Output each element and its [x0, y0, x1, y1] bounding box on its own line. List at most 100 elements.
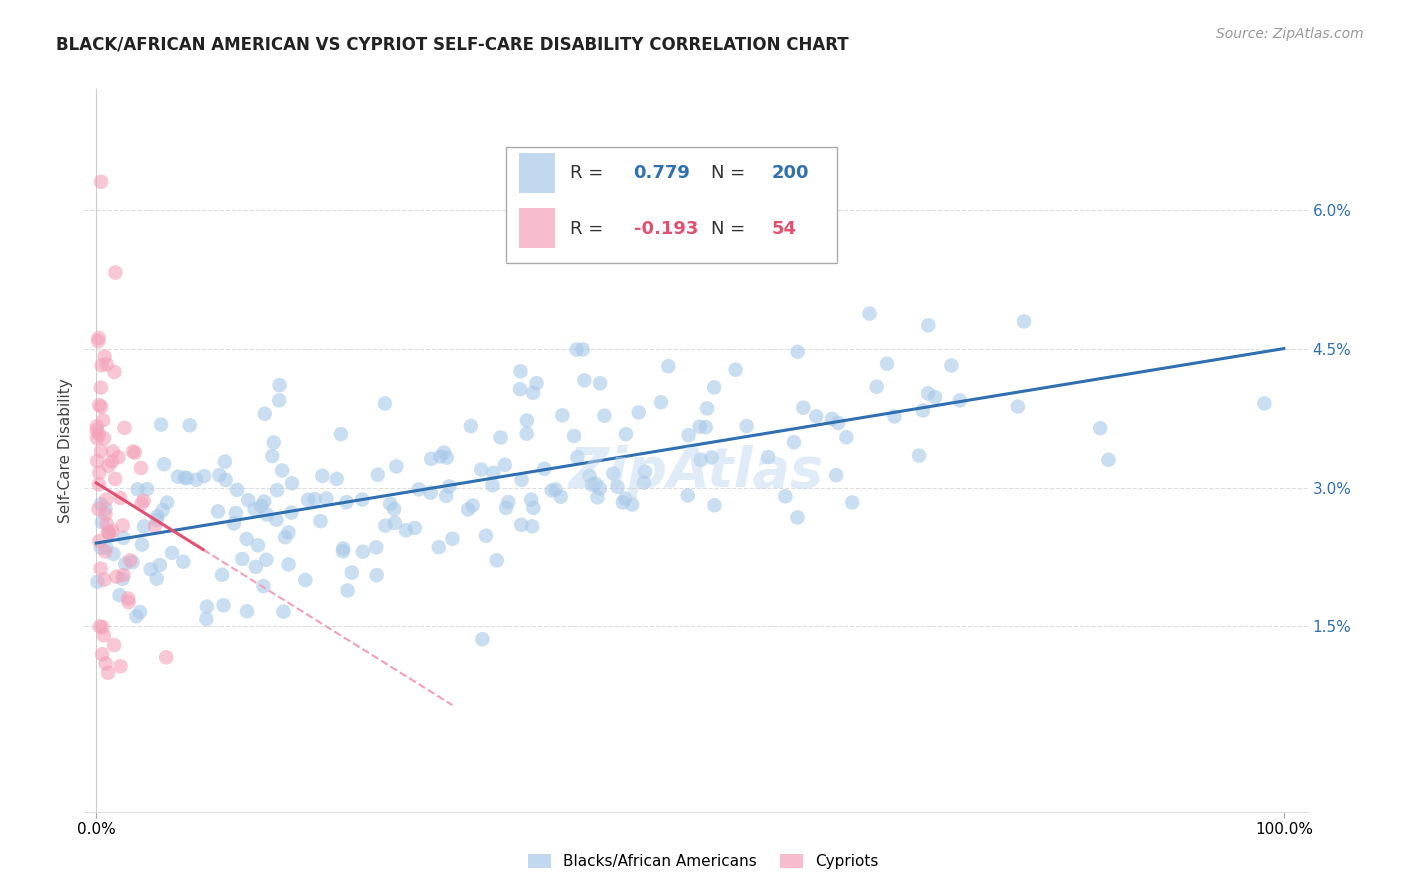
Point: [384, 516, 406, 530]
Point: [236, 604, 259, 618]
Point: [153, 457, 176, 471]
Point: [876, 357, 898, 371]
Point: [114, 557, 136, 571]
Point: [441, 532, 464, 546]
Point: [1007, 400, 1029, 414]
Point: [593, 409, 616, 423]
Point: [94, 492, 117, 507]
Point: [252, 579, 274, 593]
Point: [352, 544, 374, 558]
Point: [179, 418, 201, 433]
Point: [226, 483, 249, 497]
Point: [93, 573, 115, 587]
Point: [510, 517, 533, 532]
Point: [152, 503, 174, 517]
Point: [114, 421, 136, 435]
Bar: [519, 208, 555, 248]
Point: [94, 657, 117, 671]
Point: [827, 416, 849, 430]
Point: [250, 499, 273, 513]
Point: [374, 518, 396, 533]
Point: [866, 380, 889, 394]
Point: [485, 553, 508, 567]
Point: [420, 451, 443, 466]
Point: [565, 343, 588, 357]
Point: [149, 558, 172, 572]
Point: [352, 492, 374, 507]
Point: [86, 419, 108, 434]
Point: [256, 508, 278, 522]
Point: [86, 431, 108, 445]
Point: [509, 364, 531, 378]
Point: [408, 483, 430, 497]
Point: [117, 595, 139, 609]
Point: [129, 461, 152, 475]
Point: [835, 430, 858, 444]
Point: [911, 403, 934, 417]
Point: [222, 516, 245, 531]
Point: [908, 449, 931, 463]
Point: [107, 450, 129, 465]
Point: [266, 513, 288, 527]
Point: [186, 473, 208, 487]
Point: [1097, 452, 1119, 467]
Point: [471, 632, 494, 647]
Point: [858, 307, 880, 321]
Point: [457, 502, 479, 516]
Point: [439, 479, 461, 493]
Point: [263, 435, 285, 450]
Text: 54: 54: [772, 219, 797, 237]
Point: [214, 454, 236, 468]
Point: [136, 482, 159, 496]
Point: [589, 376, 612, 391]
Point: [195, 599, 218, 614]
Point: [696, 401, 718, 416]
Point: [786, 344, 808, 359]
Point: [96, 516, 118, 531]
Point: [571, 343, 593, 357]
Point: [93, 431, 115, 445]
Point: [212, 599, 235, 613]
Point: [735, 419, 758, 434]
Point: [917, 318, 939, 333]
Point: [367, 467, 389, 482]
Point: [427, 540, 450, 554]
Point: [544, 483, 567, 497]
Point: [700, 450, 723, 465]
Point: [395, 524, 418, 538]
Point: [94, 544, 117, 558]
Point: [404, 521, 426, 535]
Point: [460, 419, 482, 434]
Point: [112, 531, 135, 545]
Point: [89, 466, 111, 480]
Point: [562, 429, 585, 443]
Point: [97, 665, 120, 680]
Point: [325, 472, 347, 486]
Point: [627, 405, 650, 419]
Point: [176, 471, 198, 485]
Point: [125, 609, 148, 624]
Point: [91, 620, 114, 634]
Point: [87, 502, 110, 516]
Point: [235, 532, 257, 546]
Point: [510, 473, 533, 487]
Point: [540, 483, 562, 498]
Point: [112, 568, 135, 582]
Point: [496, 495, 519, 509]
Point: [94, 501, 117, 516]
Point: [621, 498, 644, 512]
Point: [90, 175, 112, 189]
Point: [103, 638, 125, 652]
Point: [678, 428, 700, 442]
Point: [90, 400, 112, 414]
Point: [127, 483, 149, 497]
Point: [139, 562, 162, 576]
Text: BLACK/AFRICAN AMERICAN VS CYPRIOT SELF-CARE DISABILITY CORRELATION CHART: BLACK/AFRICAN AMERICAN VS CYPRIOT SELF-C…: [56, 36, 849, 54]
Point: [589, 482, 612, 496]
Point: [103, 365, 125, 379]
Point: [90, 358, 112, 372]
Point: [724, 362, 747, 376]
Point: [281, 476, 304, 491]
Point: [145, 572, 167, 586]
Point: [340, 566, 363, 580]
